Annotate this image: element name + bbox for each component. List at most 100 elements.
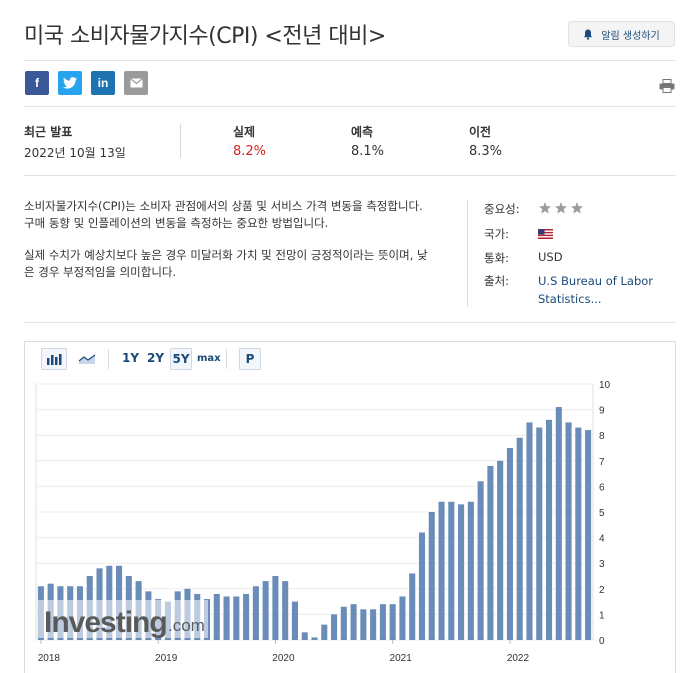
toolbar-separator: [226, 349, 227, 369]
x-tick-label: 2020: [272, 653, 295, 664]
cpi-bar[interactable]: [555, 407, 562, 640]
cpi-bar[interactable]: [448, 501, 455, 640]
cpi-bar[interactable]: [458, 504, 465, 640]
cpi-bar[interactable]: [399, 596, 406, 640]
print-icon[interactable]: [659, 79, 675, 93]
cpi-bar[interactable]: [506, 448, 513, 640]
linkedin-icon: in: [97, 76, 109, 90]
cpi-bar[interactable]: [487, 465, 494, 640]
cpi-bar[interactable]: [526, 422, 533, 640]
currency-value: USD: [538, 250, 563, 264]
previous-value: 8.3%: [469, 144, 503, 159]
cpi-bar[interactable]: [438, 501, 445, 640]
y-tick-label: 4: [599, 534, 605, 545]
header-divider: [24, 60, 676, 61]
x-tick-label: 2022: [507, 653, 530, 664]
cpi-bar[interactable]: [301, 632, 308, 640]
cpi-bar[interactable]: [409, 573, 416, 640]
bar-chart-button[interactable]: [41, 348, 67, 370]
range-1y-button[interactable]: 1Y: [122, 351, 140, 365]
latest-release-date: 2022년 10월 13일: [24, 146, 126, 160]
cpi-bar[interactable]: [389, 604, 396, 640]
bar-chart-icon: [47, 354, 62, 365]
cpi-bar[interactable]: [575, 427, 582, 640]
source-link[interactable]: U.S Bureau of Labor Statistics...: [538, 274, 654, 306]
importance-label: 중요성:: [484, 202, 520, 216]
meta-divider: [467, 200, 468, 307]
description-bottom-divider: [24, 322, 676, 323]
watermark-brand: Investing: [44, 606, 167, 639]
facebook-share-button[interactable]: f: [25, 71, 49, 95]
y-tick-label: 9: [599, 406, 605, 417]
linkedin-share-button[interactable]: in: [91, 71, 115, 95]
y-tick-label: 8: [599, 431, 605, 442]
y-tick-label: 2: [599, 585, 605, 596]
actual-label: 실제: [233, 125, 256, 139]
cpi-bar[interactable]: [311, 637, 318, 640]
cpi-bar[interactable]: [282, 581, 289, 640]
cpi-bar[interactable]: [565, 422, 572, 640]
previous-label: 이전: [469, 125, 492, 139]
bell-icon: [584, 29, 593, 40]
range-max-button[interactable]: max: [197, 353, 221, 364]
x-tick-label: 2019: [155, 653, 178, 664]
investing-watermark: Investing .com: [38, 600, 208, 639]
y-tick-label: 1: [599, 610, 605, 621]
range-2y-button[interactable]: 2Y: [147, 351, 165, 365]
range-5y-button[interactable]: 5Y: [170, 348, 192, 370]
cpi-bar[interactable]: [340, 606, 347, 640]
x-tick-label: 2021: [390, 653, 413, 664]
stats-divider: [180, 124, 181, 158]
cpi-bar[interactable]: [370, 609, 377, 640]
latest-release-label: 최근 발표: [24, 125, 73, 139]
description-paragraph-1: 소비자물가지수(CPI)는 소비자 관점에서의 상품 및 서비스 가격 변동을 …: [24, 199, 423, 230]
us-flag-icon: [538, 228, 553, 242]
cpi-bar[interactable]: [223, 596, 230, 640]
create-alert-label: 알림 생성하기: [601, 30, 660, 42]
cpi-bar[interactable]: [516, 437, 523, 640]
cpi-bar[interactable]: [428, 512, 435, 640]
cpi-bar[interactable]: [477, 481, 484, 640]
cpi-bar[interactable]: [272, 576, 279, 640]
stats-bottom-divider: [24, 175, 676, 176]
cpi-bar[interactable]: [546, 419, 553, 640]
cpi-bar[interactable]: [331, 614, 338, 640]
x-tick-label: 2018: [38, 653, 61, 664]
line-chart-button[interactable]: [73, 348, 101, 370]
email-share-button[interactable]: [124, 71, 148, 95]
cpi-bar[interactable]: [213, 593, 220, 640]
twitter-share-button[interactable]: [58, 71, 82, 95]
cpi-bar[interactable]: [243, 593, 250, 640]
cpi-bar[interactable]: [536, 427, 543, 640]
y-tick-label: 10: [599, 380, 611, 391]
forecast-label: 예측: [351, 125, 374, 139]
share-divider: [24, 106, 676, 107]
y-tick-label: 5: [599, 508, 605, 519]
email-icon: [129, 78, 143, 88]
toolbar-separator: [108, 349, 109, 369]
cpi-bar[interactable]: [262, 581, 269, 640]
cpi-bar[interactable]: [252, 586, 259, 640]
cpi-bar[interactable]: [418, 532, 426, 640]
description-paragraph-2: 실제 수치가 예상치보다 높은 경우 미달러화 가치 및 전망이 긍정적이라는 …: [24, 248, 428, 279]
line-chart-icon: [78, 354, 96, 364]
cpi-bar[interactable]: [379, 604, 386, 640]
create-alert-button[interactable]: 알림 생성하기: [568, 21, 675, 47]
cpi-bar[interactable]: [467, 501, 474, 640]
cpi-bar[interactable]: [321, 624, 328, 640]
country-label: 국가:: [484, 227, 510, 241]
currency-label: 통화:: [484, 251, 510, 265]
cpi-bar[interactable]: [291, 601, 298, 640]
cpi-bar[interactable]: [360, 609, 367, 640]
cpi-bar[interactable]: [233, 596, 240, 640]
p-button[interactable]: P: [239, 348, 261, 370]
twitter-icon: [63, 77, 77, 89]
chart-container: [24, 341, 676, 673]
cpi-bar[interactable]: [350, 604, 357, 640]
y-tick-label: 6: [599, 482, 605, 493]
cpi-bar[interactable]: [497, 460, 504, 640]
star-rating-icon: [539, 202, 583, 214]
source-label: 출처:: [484, 274, 510, 288]
cpi-bar[interactable]: [585, 430, 592, 640]
